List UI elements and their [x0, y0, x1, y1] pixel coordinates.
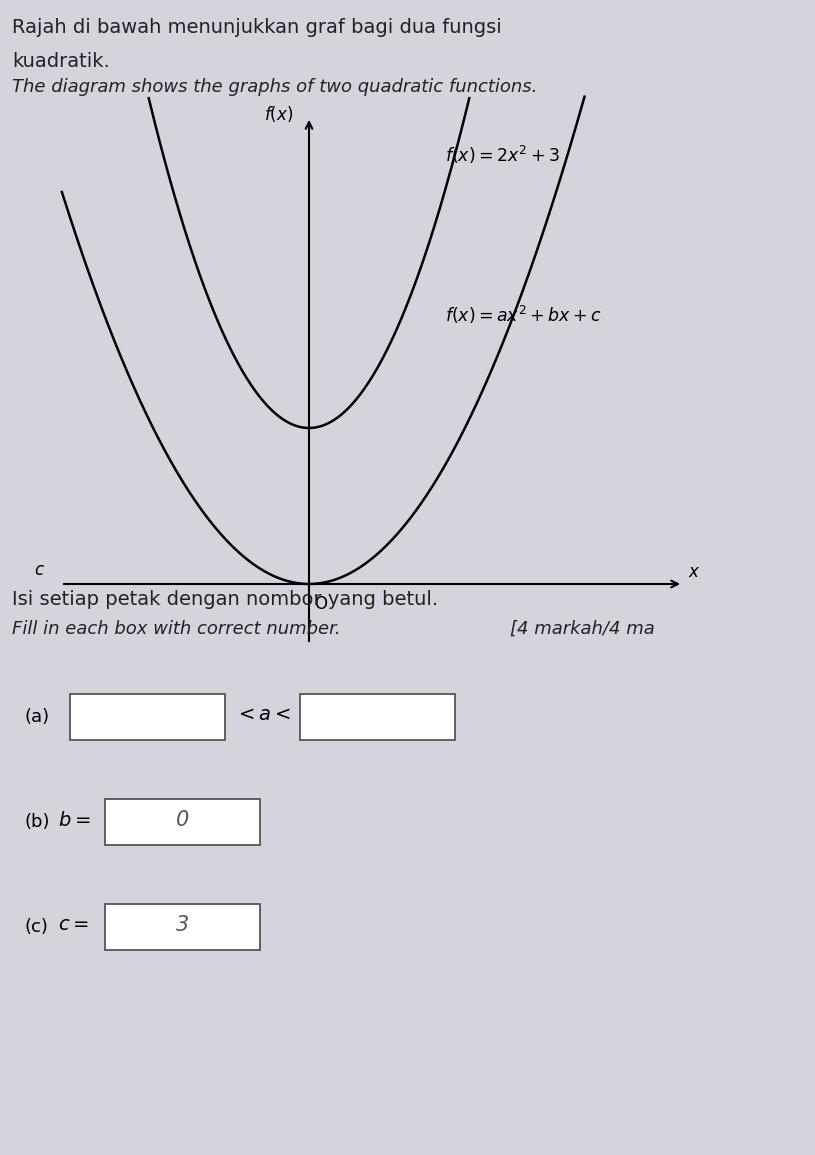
Text: $< a <$: $< a <$: [235, 705, 291, 723]
Text: $b =$: $b =$: [58, 811, 90, 829]
Text: kuadratik.: kuadratik.: [12, 52, 110, 70]
Text: (a): (a): [25, 708, 51, 726]
Text: [4 markah/4 ma: [4 markah/4 ma: [510, 620, 654, 638]
Text: The diagram shows the graphs of two quadratic functions.: The diagram shows the graphs of two quad…: [12, 79, 537, 96]
Text: $f(x) = ax^2 + bx + c$: $f(x) = ax^2 + bx + c$: [445, 304, 601, 326]
Text: $f(x) = 2x^2 + 3$: $f(x) = 2x^2 + 3$: [445, 144, 560, 166]
Text: 0: 0: [176, 810, 189, 830]
Text: 3: 3: [176, 915, 189, 936]
Bar: [105, 799, 260, 845]
Bar: [70, 694, 225, 740]
Bar: [300, 694, 455, 740]
Text: (b): (b): [25, 813, 51, 830]
Text: (c): (c): [25, 918, 49, 936]
Text: Fill in each box with correct number.: Fill in each box with correct number.: [12, 620, 341, 638]
Text: Rajah di bawah menunjukkan graf bagi dua fungsi: Rajah di bawah menunjukkan graf bagi dua…: [12, 18, 502, 37]
Text: Isi setiap petak dengan nombor yang betul.: Isi setiap petak dengan nombor yang betu…: [12, 590, 438, 609]
Text: $c =$: $c =$: [58, 916, 89, 934]
Text: c: c: [34, 561, 43, 579]
Text: O: O: [315, 595, 328, 613]
Text: $x$: $x$: [688, 562, 700, 581]
Bar: [105, 904, 260, 951]
Text: $f(x)$: $f(x)$: [264, 104, 293, 124]
